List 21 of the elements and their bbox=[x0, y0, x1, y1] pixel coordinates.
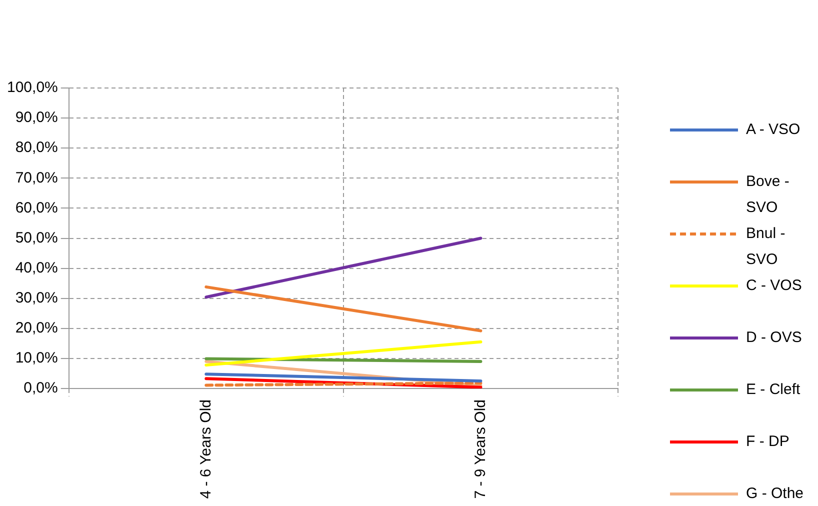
y-tick-label: 30,0% bbox=[15, 289, 58, 306]
y-tick-label: 20,0% bbox=[15, 320, 58, 337]
x-tick-label: 7 - 9 Years Old bbox=[472, 400, 489, 499]
y-tick-label: 90,0% bbox=[15, 109, 58, 126]
legend-label: Bnul - SVO bbox=[746, 224, 786, 270]
y-tick-label: 80,0% bbox=[15, 139, 58, 156]
y-tick-label: 100,0% bbox=[7, 79, 58, 96]
legend-label: E - Cleft bbox=[746, 380, 802, 400]
y-tick-label: 40,0% bbox=[15, 259, 58, 276]
y-tick-label: 50,0% bbox=[15, 229, 58, 246]
y-tick-label: 60,0% bbox=[15, 199, 58, 216]
legend-label: D - OVS bbox=[746, 328, 803, 348]
legend-label: C - VOS bbox=[746, 276, 803, 296]
legend-label: F - DP bbox=[746, 432, 790, 452]
y-tick-label: 10,0% bbox=[15, 350, 58, 367]
y-tick-label: 0,0% bbox=[24, 380, 58, 397]
legend-label: Bove - SVO bbox=[746, 172, 790, 218]
legend-label: G - Othe bbox=[746, 484, 805, 504]
legend-label: A - VSO bbox=[746, 120, 802, 140]
y-tick-label: 70,0% bbox=[15, 169, 58, 186]
x-tick-label: 4 - 6 Years Old bbox=[197, 400, 214, 499]
